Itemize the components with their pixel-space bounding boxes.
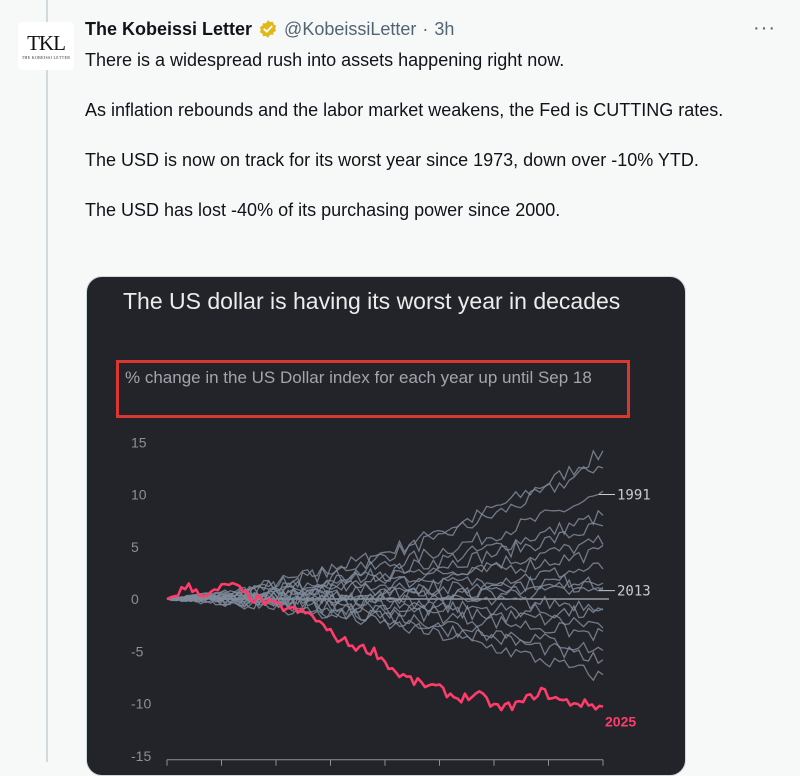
- separator-dot: ·: [422, 18, 429, 39]
- series-2025-line: [166, 581, 604, 712]
- y-tick-label: 10: [131, 487, 147, 503]
- history-series-line: [166, 544, 604, 602]
- chart-title: The US dollar is having its worst year i…: [123, 288, 621, 314]
- history-series-line: [166, 594, 604, 629]
- avatar[interactable]: TKL THE KOBEISSI LETTER: [18, 22, 74, 70]
- tweet-paragraph: As inflation rebounds and the labor mark…: [85, 100, 724, 120]
- verified-badge-icon: [259, 20, 277, 38]
- y-tick-label: -5: [131, 643, 144, 659]
- tweet-media-chart[interactable]: The US dollar is having its worst year i…: [86, 276, 686, 776]
- series-label-2025: 2025: [605, 714, 636, 730]
- history-series-line: [166, 591, 604, 612]
- chart-subtitle: % change in the US Dollar index for each…: [125, 368, 592, 387]
- series-label: 1991: [617, 488, 651, 504]
- history-series-line: [166, 597, 604, 665]
- history-series-line: [166, 449, 604, 600]
- avatar-monogram: TKL: [27, 31, 66, 55]
- avatar-subtext: THE KOBEISSI LETTER: [21, 55, 71, 60]
- tweet-body: There is a widespread rush into assets h…: [85, 48, 775, 248]
- highlight-box: [116, 360, 630, 418]
- author-handle[interactable]: @KobeissiLetter: [284, 18, 417, 39]
- tweet-paragraph: The USD has lost -40% of its purchasing …: [85, 200, 561, 220]
- y-tick-label: -15: [131, 748, 151, 764]
- y-tick-label: 5: [131, 539, 139, 555]
- tweet-timestamp[interactable]: 3h: [434, 18, 455, 39]
- history-series-line: [166, 573, 604, 606]
- line-chart: 15 10 5 0 -5 -10 -15 1991 2013 2025: [131, 434, 651, 766]
- series-label: 2013: [617, 584, 651, 600]
- more-options-icon[interactable]: ···: [753, 17, 776, 39]
- history-series-line: [166, 596, 604, 682]
- y-tick-label: 15: [131, 434, 147, 450]
- history-series-line: [166, 490, 604, 601]
- y-tick-label: 0: [131, 591, 139, 607]
- tweet-paragraph: There is a widespread rush into assets h…: [85, 50, 565, 70]
- author-name[interactable]: The Kobeissi Letter: [85, 18, 253, 39]
- thread-line: [46, 0, 48, 762]
- tweet-paragraph: The USD is now on track for its worst ye…: [85, 150, 699, 170]
- tweet-header: The Kobeissi Letter @KobeissiLetter · 3h: [85, 16, 454, 42]
- y-tick-label: -10: [131, 696, 151, 712]
- history-series-line: [166, 465, 604, 601]
